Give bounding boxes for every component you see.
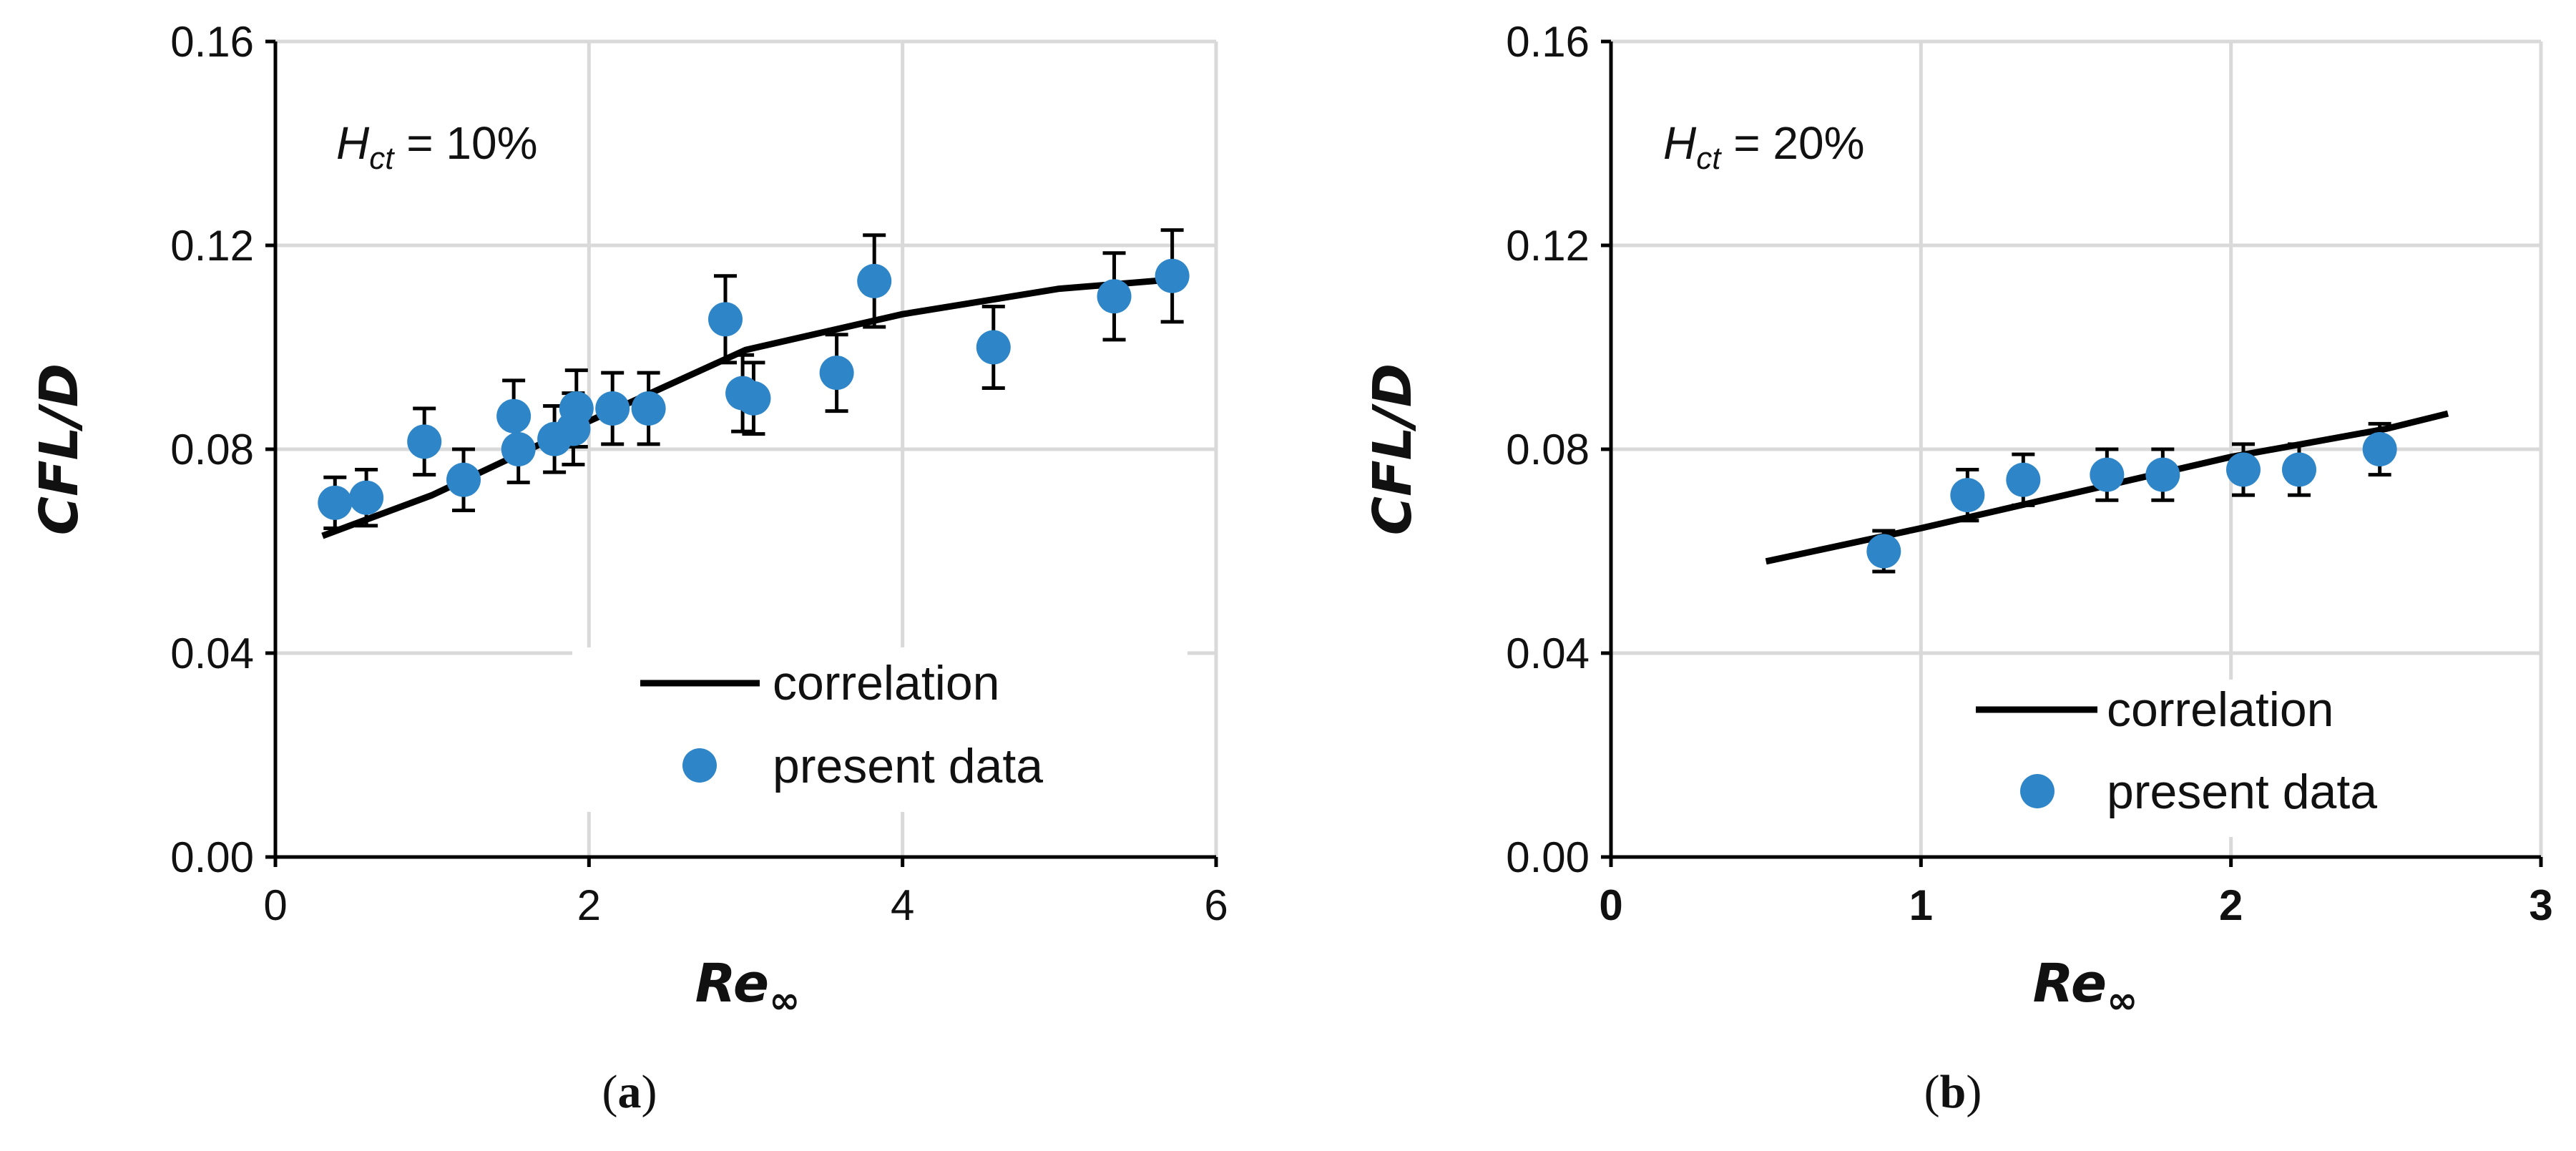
legend-label-present-data: present data (773, 739, 1043, 793)
x-axis-title: Re∞ (695, 953, 800, 1022)
data-point (2226, 452, 2261, 487)
annotation-symbol: H (336, 117, 370, 169)
data-point (2145, 457, 2180, 492)
annotation-value: = 20% (1720, 117, 1864, 169)
data-point (631, 391, 666, 426)
panel-caption: (a) (602, 1066, 657, 1118)
y-tick-label: 0.04 (1506, 630, 1590, 677)
axes (1601, 39, 2543, 867)
y-axis-title: CFL/D (29, 363, 90, 535)
legend-background (1931, 680, 2525, 837)
tick-labels: 0.00 0.04 0.08 0.12 0.16 0 2 4 6 (170, 18, 1228, 929)
legend-marker-swatch (682, 748, 717, 783)
data-point (496, 398, 532, 434)
data-point (1155, 258, 1190, 293)
x-tick-label: 2 (577, 881, 601, 929)
y-tick-label: 0.00 (170, 833, 254, 881)
gridlines (1611, 39, 2543, 857)
x-tick-label: 1 (1909, 881, 1933, 929)
annotation-hct: Hct = 20% (1663, 117, 1864, 176)
data-point (976, 330, 1011, 365)
panel-label: a (618, 1066, 642, 1118)
y-axis-title: CFL/D (1362, 363, 1424, 535)
annotation-subscript: ct (369, 141, 395, 176)
gridlines (275, 39, 1218, 857)
data-point (318, 485, 353, 520)
annotation-value: = 10% (393, 117, 537, 169)
data-series (318, 228, 1190, 539)
annotation-subscript: ct (1696, 141, 1722, 176)
data-point (446, 462, 481, 497)
panel-caption: (b) (1924, 1066, 1982, 1118)
y-tick-label: 0.12 (170, 222, 254, 270)
x-axis-title: Re∞ (2033, 953, 2138, 1022)
legend-marker-swatch (2020, 774, 2055, 808)
x-tick-label: 0 (1599, 881, 1622, 929)
data-point (708, 302, 743, 337)
legend-label-correlation: correlation (773, 656, 1000, 710)
data-point (1866, 534, 1901, 569)
y-tick-label: 0.16 (1506, 18, 1590, 66)
y-tick-label: 0.16 (170, 18, 254, 66)
data-point (559, 391, 594, 426)
x-axis-title-base: Re (695, 953, 769, 1014)
data-point (1097, 279, 1132, 314)
y-tick-label: 0.04 (170, 630, 254, 677)
axes (265, 39, 1218, 867)
x-tick-label: 3 (2529, 881, 2552, 929)
x-tick-label: 2 (2219, 881, 2243, 929)
annotation-symbol: H (1663, 117, 1697, 169)
data-point (407, 424, 442, 459)
x-axis-title-base: Re (2033, 953, 2107, 1014)
data-point (1950, 478, 1985, 513)
data-point (819, 356, 854, 391)
data-point (501, 432, 536, 466)
legend: correlation present data (640, 656, 1043, 793)
legend: correlation present data (1976, 682, 2377, 819)
chart-panel-a: 0.00 0.04 0.08 0.12 0.16 0 2 4 6 Hct = 10% Re∞ C… (29, 18, 1228, 1118)
x-tick-label: 4 (891, 881, 914, 929)
panel-label: b (1940, 1066, 1967, 1118)
data-series (1765, 410, 2449, 574)
y-tick-label: 0.08 (170, 426, 254, 474)
legend-label-present-data: present data (2107, 765, 2377, 819)
data-point (2282, 452, 2316, 487)
correlation-line (321, 275, 1185, 539)
legend-label-correlation: correlation (2107, 682, 2334, 737)
y-tick-label: 0.08 (1506, 426, 1590, 474)
chart-panel-b: 0.00 0.04 0.08 0.12 0.16 0 1 2 3 Hct = 20% Re∞ C… (1362, 18, 2553, 1118)
y-tick-label: 0.12 (1506, 222, 1590, 270)
data-point (736, 381, 771, 416)
x-tick-label: 0 (263, 881, 287, 929)
y-tick-label: 0.00 (1506, 833, 1590, 881)
data-point (2362, 432, 2397, 466)
annotation-hct: Hct = 10% (336, 117, 537, 176)
tick-labels: 0.00 0.04 0.08 0.12 0.16 0 1 2 3 (1506, 18, 2552, 929)
legend-background (572, 647, 1187, 812)
data-point (595, 391, 630, 426)
data-point (349, 480, 384, 515)
x-axis-title-subscript: ∞ (2107, 979, 2137, 1022)
data-point (2090, 457, 2125, 492)
x-tick-label: 6 (1204, 881, 1228, 929)
x-axis-title-subscript: ∞ (769, 979, 800, 1022)
data-point (857, 263, 892, 298)
data-point (2006, 462, 2041, 497)
